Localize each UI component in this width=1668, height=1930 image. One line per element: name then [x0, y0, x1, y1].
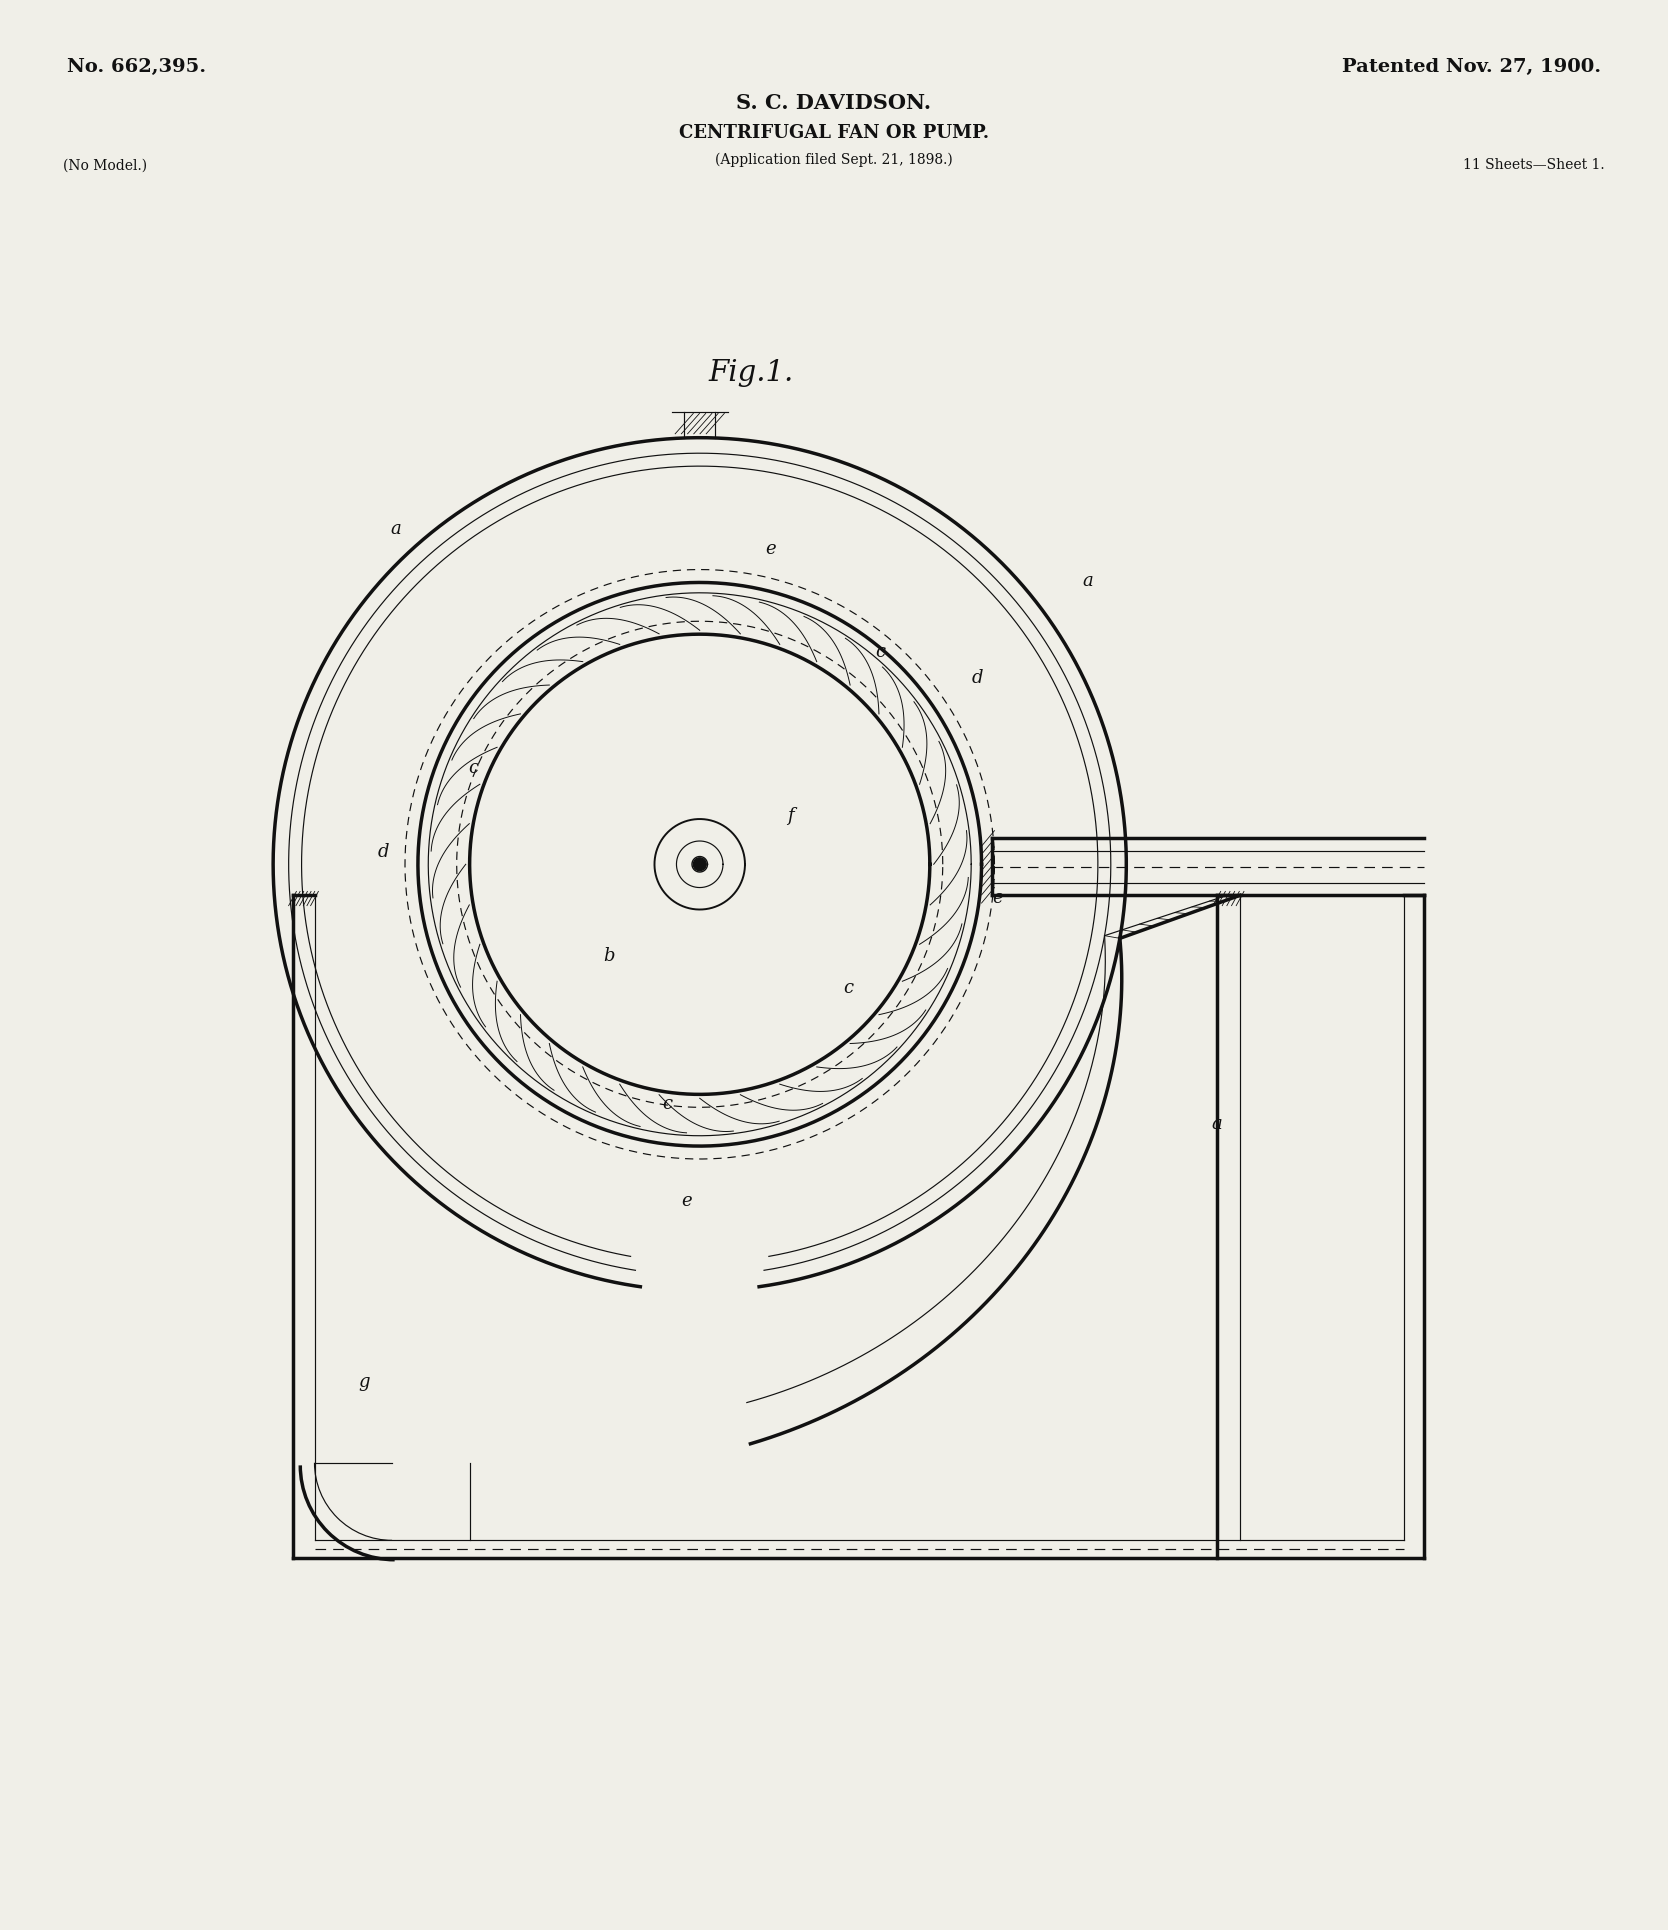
- Text: e: e: [992, 888, 1002, 905]
- Text: c: c: [662, 1094, 672, 1114]
- Text: a: a: [1211, 1114, 1223, 1133]
- Text: d: d: [377, 843, 389, 861]
- Text: Fig.1.: Fig.1.: [709, 359, 794, 386]
- Text: (Application filed Sept. 21, 1898.): (Application filed Sept. 21, 1898.): [716, 152, 952, 166]
- Text: d: d: [972, 668, 984, 687]
- Text: e: e: [682, 1191, 692, 1210]
- Text: g: g: [359, 1372, 369, 1392]
- Text: b: b: [604, 946, 615, 965]
- Text: e: e: [766, 538, 776, 558]
- Text: c: c: [844, 979, 854, 996]
- Circle shape: [694, 859, 706, 870]
- Text: c: c: [876, 643, 886, 660]
- Text: (No Model.): (No Model.): [63, 158, 147, 172]
- Text: f: f: [787, 807, 794, 824]
- Text: Patented Nov. 27, 1900.: Patented Nov. 27, 1900.: [1343, 58, 1601, 75]
- Text: a: a: [1083, 571, 1093, 589]
- Text: S. C. DAVIDSON.: S. C. DAVIDSON.: [737, 93, 931, 112]
- Text: No. 662,395.: No. 662,395.: [67, 58, 205, 75]
- Text: a: a: [390, 519, 402, 538]
- Text: CENTRIFUGAL FAN OR PUMP.: CENTRIFUGAL FAN OR PUMP.: [679, 124, 989, 141]
- Text: c: c: [469, 758, 479, 778]
- Text: 11 Sheets—Sheet 1.: 11 Sheets—Sheet 1.: [1463, 158, 1605, 172]
